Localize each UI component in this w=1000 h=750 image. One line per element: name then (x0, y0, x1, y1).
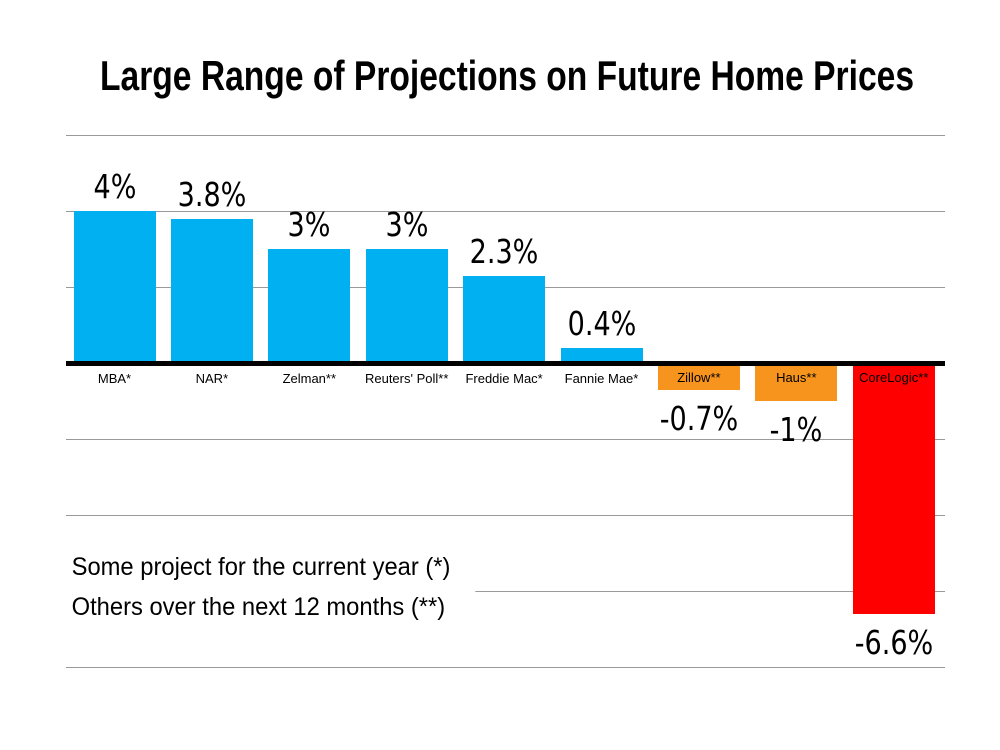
footnote-line-2: Others over the next 12 months (**) (71, 593, 446, 621)
value-label-nar: 3.8% (177, 174, 247, 214)
gridline-minus-2pct (66, 439, 945, 440)
category-label-haus: Haus** (776, 370, 817, 385)
bar-zillow (657, 366, 740, 390)
category-label-reuters-poll: Reuters' Poll** (364, 371, 449, 386)
value-label-fannie-mae: 0.4% (567, 303, 636, 343)
category-label-nar: NAR* (195, 371, 229, 386)
bar-mba (73, 211, 156, 361)
category-label-mba: MBA* (97, 371, 132, 386)
bar-zelman (268, 249, 351, 361)
bar-freddie-mac (463, 275, 546, 361)
gridline-4pct (66, 211, 945, 212)
category-label-corelogic: CoreLogic** (859, 370, 929, 385)
category-label-fannie-mae: Fannie Mae* (564, 371, 639, 386)
gridline-6pct (66, 135, 945, 136)
value-label-zelman: 3% (287, 205, 331, 244)
chart-title: Large Range of Projections on Future Hom… (100, 52, 915, 99)
value-label-freddie-mac: 2.3% (469, 231, 539, 271)
footnote-line-1: Some project for the current year (*) (71, 553, 451, 581)
value-label-haus: -1% (769, 410, 823, 449)
value-label-mba: 4% (93, 167, 136, 206)
bar-haus (755, 366, 838, 401)
category-label-zillow: Zillow** (677, 370, 721, 385)
category-label-freddie-mac: Freddie Mac* (465, 371, 543, 386)
category-label-zelman: Zelman** (282, 371, 337, 386)
zero-axis-line (66, 361, 945, 366)
gridline-minus-8pct (66, 667, 945, 668)
value-label-zillow: -0.7% (659, 398, 739, 438)
footnote: Some project for the current year (*) Ot… (64, 543, 476, 637)
bar-reuters-poll (365, 249, 448, 361)
bar-nar (170, 218, 253, 361)
value-label-reuters-poll: 3% (385, 205, 429, 244)
bar-corelogic (852, 366, 935, 614)
gridline-minus-6pct (66, 591, 945, 592)
gridline-minus-4pct (66, 515, 945, 516)
bar-fannie-mae (560, 347, 643, 361)
value-label-corelogic: -6.6% (854, 622, 933, 662)
